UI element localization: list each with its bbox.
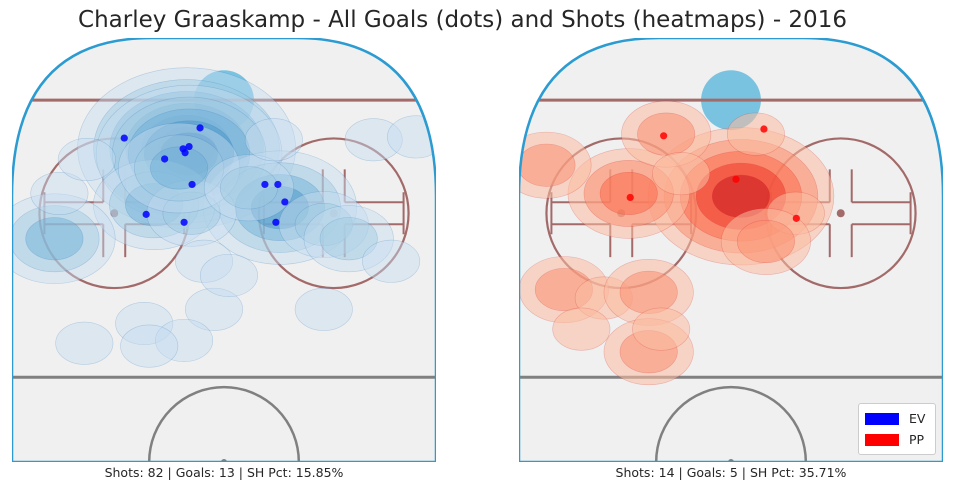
heatmap-blob	[294, 287, 353, 331]
heatmap-blob	[244, 118, 303, 162]
ev-goal-dot	[180, 218, 188, 226]
legend-swatch-ev	[865, 412, 899, 425]
center-ice-dot	[221, 459, 227, 462]
heatmap-blob	[93, 159, 216, 251]
ev-goal-dots	[120, 124, 289, 226]
faceoff-ring-left	[38, 137, 191, 290]
rink-pp-panel	[519, 38, 943, 462]
heatmap-blob	[185, 287, 244, 331]
heatmap-blob	[175, 239, 234, 283]
heatmap-blob	[57, 138, 116, 182]
pp-goal-dot	[792, 214, 800, 222]
pp-goal-dot	[626, 193, 634, 202]
faceoff-dot-left	[110, 209, 119, 218]
ev-goal-dot	[281, 198, 289, 206]
heatmap-blob	[278, 191, 369, 258]
heatmap-blob	[30, 171, 89, 215]
heatmap-blob	[552, 307, 611, 351]
faceoff-circle-left	[38, 137, 191, 290]
pp-goal-dot	[732, 175, 740, 183]
heatmap-blob	[621, 100, 712, 168]
ev-goal-dot	[261, 180, 269, 189]
heatmap-blob	[567, 148, 690, 239]
heatmap-blob	[200, 253, 258, 297]
heatmap-blob	[344, 118, 403, 162]
heatmap-blob	[146, 179, 237, 247]
heatmap-blob	[202, 150, 358, 265]
legend-label-pp: PP	[909, 432, 925, 447]
ev-goal-dot	[188, 180, 196, 189]
legend: EV PP	[858, 403, 936, 455]
faceoff-dot-right	[329, 209, 338, 218]
heatmap-blob	[303, 205, 394, 273]
rink-surface	[12, 38, 436, 462]
heatmap-blob	[55, 321, 114, 365]
rink-markings	[519, 70, 943, 462]
heatmap-blob	[120, 324, 179, 368]
ev-stats-caption: Shots: 82 | Goals: 13 | SH Pct: 15.85%	[104, 465, 344, 480]
legend-item-ev: EV	[865, 408, 929, 429]
ev-goal-dot	[161, 155, 169, 163]
legend-swatch-pp	[865, 433, 899, 446]
heatmap-blob	[155, 318, 214, 362]
heatmap-blob	[115, 301, 174, 345]
pp-goal-dot	[760, 125, 768, 133]
heatmap-blob	[12, 193, 116, 284]
pp-shot-heatmap	[519, 100, 835, 386]
faceoff-ring-right	[257, 137, 410, 290]
rink-ev-panel	[12, 38, 436, 462]
ev-goal-dot	[272, 218, 280, 226]
pp-stats-caption: Shots: 14 | Goals: 5 | SH Pct: 35.71%	[615, 465, 847, 480]
heatmap-blob	[652, 152, 711, 196]
heatmap-blob	[203, 154, 294, 222]
rink-boards	[519, 38, 943, 462]
ev-goal-dot	[120, 134, 128, 142]
legend-item-pp: PP	[865, 429, 929, 450]
pp-goal-dot	[660, 132, 668, 140]
ev-goal-dot	[196, 124, 204, 132]
heatmap-blob	[726, 112, 785, 156]
ev-goal-dot	[274, 180, 282, 189]
rink-boards	[12, 38, 436, 462]
ev-goal-dot	[142, 210, 150, 218]
heatmap-blob	[362, 239, 421, 283]
ev-goal-dot	[185, 142, 193, 151]
ev-shot-heatmap	[12, 67, 436, 368]
faceoff-dot-right	[836, 209, 845, 218]
faceoff-circle-right	[257, 137, 410, 290]
heatmap-blob	[632, 307, 691, 351]
heatmap-blob	[720, 208, 811, 275]
heatmap-blob	[519, 131, 592, 199]
legend-label-ev: EV	[909, 411, 926, 426]
pp-goal-dots	[626, 125, 800, 222]
center-ice-dot	[728, 459, 734, 462]
rink-markings	[12, 67, 436, 462]
chart-title: Charley Graaskamp - All Goals (dots) and…	[78, 7, 847, 33]
heatmap-blob	[95, 84, 283, 223]
heatmap-blob	[117, 122, 241, 214]
ev-goal-dot	[181, 149, 189, 157]
